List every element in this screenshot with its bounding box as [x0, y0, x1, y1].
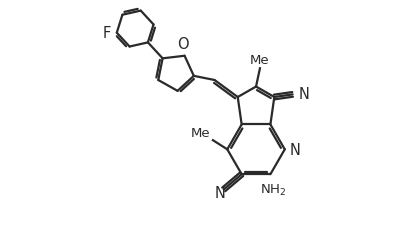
Text: N: N: [214, 186, 225, 200]
Text: F: F: [103, 26, 111, 41]
Text: Me: Me: [191, 126, 210, 139]
Text: NH$_2$: NH$_2$: [260, 182, 286, 197]
Text: Me: Me: [250, 54, 270, 67]
Text: N: N: [290, 142, 301, 157]
Text: N: N: [298, 87, 309, 102]
Text: O: O: [178, 37, 189, 52]
